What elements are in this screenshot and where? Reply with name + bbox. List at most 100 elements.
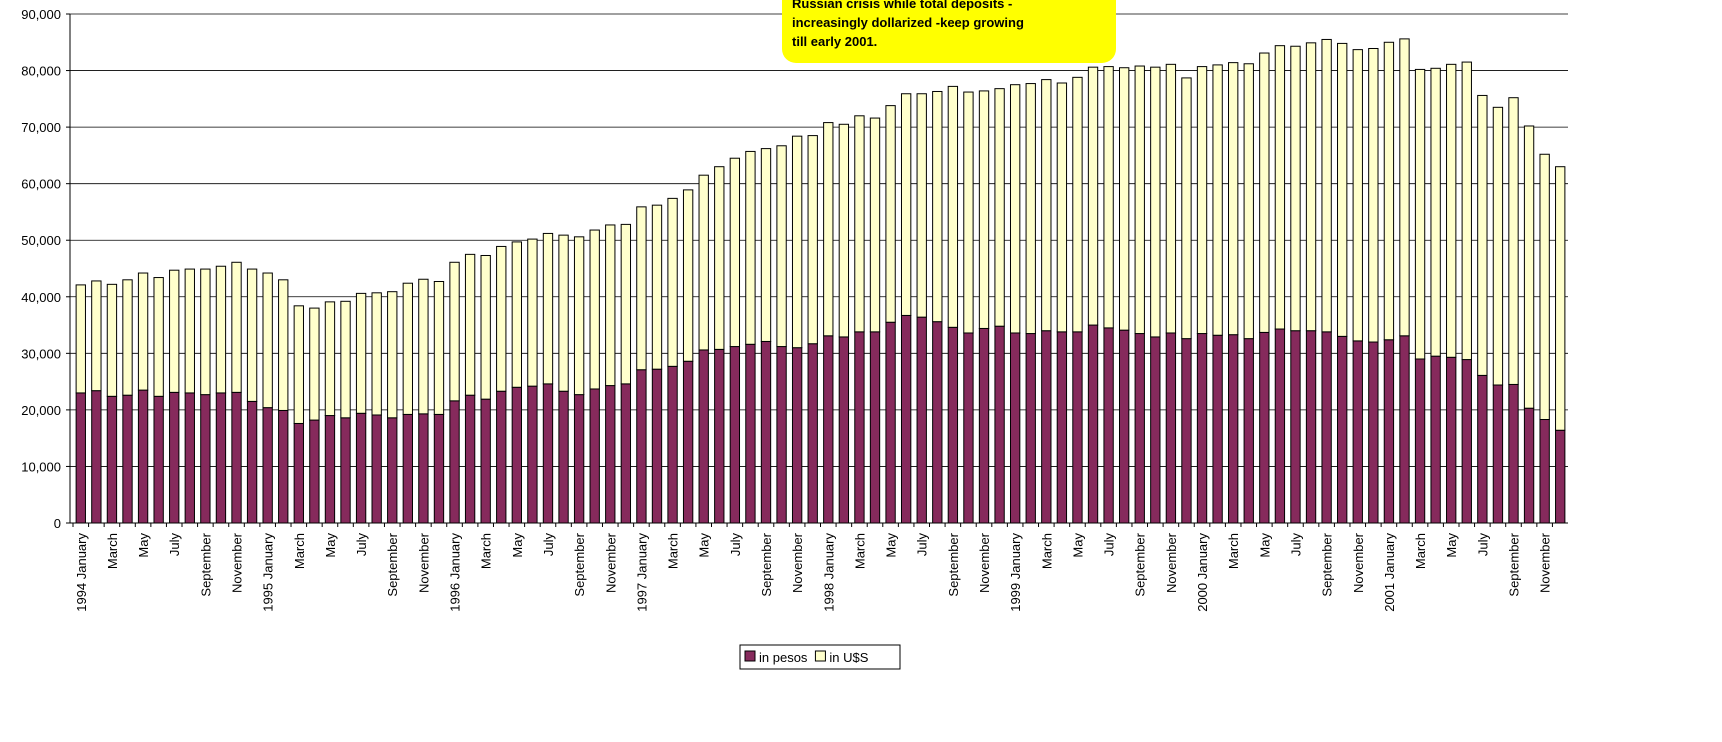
bar-segment: [122, 279, 133, 396]
x-tick-label: September: [1506, 532, 1521, 596]
bar-segment: [309, 419, 320, 524]
bar-segment: [1383, 339, 1395, 524]
bar-segment: [527, 238, 538, 387]
bar-segment: [1087, 66, 1099, 326]
y-tick-label: 30,000: [21, 346, 61, 361]
x-tick-label: 1998 January: [821, 533, 836, 612]
bar-segment: [1508, 383, 1519, 524]
bar-segment: [1274, 45, 1286, 330]
bar-segment: [1305, 42, 1317, 332]
bar-segment: [1352, 340, 1363, 524]
bar-segment: [1508, 97, 1519, 385]
y-tick-label: 60,000: [21, 177, 61, 192]
bar-segment: [91, 390, 102, 524]
y-tick-label: 10,000: [21, 459, 61, 474]
bar-segment: [636, 206, 647, 371]
legend-label: in pesos: [759, 650, 808, 665]
bar-segment: [355, 412, 367, 524]
bar-segment: [1087, 324, 1099, 524]
bar-segment: [963, 332, 974, 524]
bar-segment: [75, 284, 86, 394]
bar-segment: [1072, 76, 1083, 333]
bar-segment: [760, 340, 772, 524]
bar-segment: [418, 413, 429, 524]
bar-segment: [464, 253, 476, 396]
bar-segment: [1461, 61, 1472, 361]
bar-segment: [1321, 38, 1332, 333]
x-tick-label: September: [759, 532, 774, 596]
bar-segment: [231, 391, 242, 524]
bar-segment: [854, 331, 865, 524]
bar-segment: [1056, 331, 1068, 524]
bar-segment: [1430, 355, 1441, 524]
x-tick-label: May: [697, 533, 712, 558]
bar-segment: [1523, 125, 1535, 409]
bar-segment: [1305, 330, 1317, 524]
bar-segment: [1009, 84, 1021, 334]
bar-segment: [1337, 335, 1348, 524]
legend: in pesos in U$S: [739, 644, 901, 670]
bar-segment: [573, 394, 585, 524]
bar-segment: [1259, 331, 1270, 524]
bar-segment: [745, 343, 756, 524]
x-tick-label: 1994 January: [74, 533, 89, 612]
x-tick-label: September: [1320, 532, 1335, 596]
bar-layer: [75, 38, 1566, 524]
bar-segment: [122, 394, 133, 524]
bar-segment: [573, 236, 585, 396]
x-tick-label: May: [1257, 533, 1272, 558]
x-tick-label: May: [323, 533, 338, 558]
bar-segment: [651, 204, 663, 370]
bar-segment: [246, 268, 258, 402]
bar-segment: [916, 316, 927, 524]
x-tick-label: March: [479, 533, 494, 569]
bar-segment: [169, 391, 180, 524]
legend-swatch: [814, 650, 826, 662]
x-tick-label: September: [198, 532, 213, 596]
y-tick-label: 20,000: [21, 403, 61, 418]
x-tick-label: July: [915, 533, 930, 557]
bar-segment: [542, 232, 554, 385]
bar-segment: [558, 390, 569, 524]
bar-segment: [1056, 82, 1068, 333]
bar-segment: [496, 390, 507, 524]
bar-segment: [215, 392, 227, 524]
x-tick-label: 1997 January: [634, 533, 649, 612]
bar-segment: [1539, 153, 1550, 421]
bar-segment: [153, 395, 164, 524]
bar-segment: [511, 386, 522, 524]
bar-segment: [1243, 338, 1254, 524]
x-tick-label: March: [1039, 533, 1054, 569]
bar-segment: [106, 283, 118, 397]
annotation-line: increasingly dollarized -keep growing: [792, 15, 1024, 30]
x-tick-label: May: [1444, 533, 1459, 558]
bar-segment: [215, 265, 227, 394]
bar-segment: [1523, 407, 1535, 524]
bar-segment: [1555, 166, 1566, 431]
bar-segment: [137, 272, 149, 391]
bar-segment: [402, 413, 413, 524]
bar-segment: [760, 148, 772, 342]
bar-segment: [1243, 63, 1254, 340]
x-tick-label: March: [1413, 533, 1428, 569]
bar-segment: [371, 292, 382, 416]
bar-segment: [355, 292, 367, 414]
bar-segment: [137, 389, 149, 524]
x-tick-label: July: [167, 533, 182, 557]
x-tick-label: November: [603, 532, 618, 593]
bar-segment: [963, 91, 974, 334]
bar-segment: [978, 90, 990, 329]
bar-segment: [1399, 335, 1410, 524]
bar-segment: [1477, 374, 1488, 524]
bar-segment: [1383, 41, 1395, 341]
bar-segment: [527, 385, 538, 524]
x-tick-label: November: [1351, 532, 1366, 593]
bar-segment: [667, 197, 678, 367]
x-tick-label: 1995 January: [261, 533, 276, 612]
bar-segment: [371, 414, 382, 524]
legend-label: in U$S: [829, 650, 868, 665]
y-tick-label: 40,000: [21, 290, 61, 305]
y-tick-label: 80,000: [21, 64, 61, 79]
x-tick-label: November: [977, 532, 992, 593]
